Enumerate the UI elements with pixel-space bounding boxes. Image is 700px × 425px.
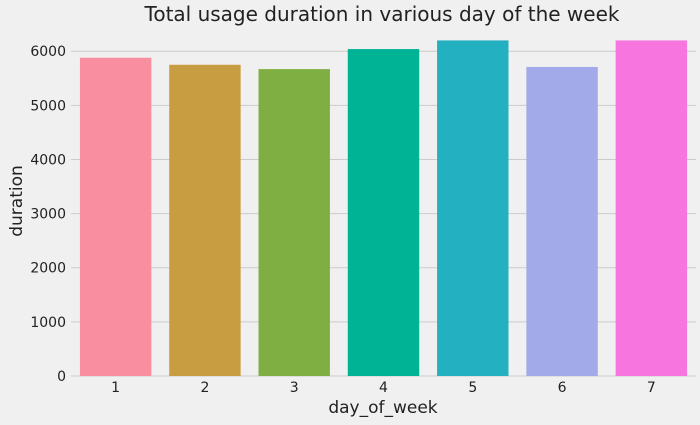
bar-day-6	[526, 66, 598, 376]
y-tick-label: 1000	[30, 315, 66, 331]
x-tick-labels: 1 2 3 4 5 6 7	[111, 380, 656, 396]
y-tick-labels: 0 1000 2000 3000 4000 5000 6000	[30, 44, 66, 385]
x-tick-label: 4	[379, 380, 388, 396]
y-tick-label: 0	[57, 369, 66, 385]
x-tick-label: 7	[647, 380, 656, 396]
y-tick-label: 3000	[30, 207, 66, 223]
x-tick-label: 6	[558, 380, 567, 396]
x-tick-label: 2	[200, 380, 209, 396]
y-axis-label: duration	[7, 165, 27, 237]
bars	[79, 40, 688, 377]
chart-title: Total usage duration in various day of t…	[144, 2, 620, 26]
bar-day-5	[437, 40, 509, 377]
x-axis-label: day_of_week	[328, 398, 437, 418]
y-tick-label: 4000	[30, 152, 66, 168]
bar-day-1	[79, 57, 152, 376]
bar-day-7	[615, 40, 688, 377]
bar-day-2	[169, 64, 241, 377]
bar-day-4	[347, 49, 420, 376]
x-tick-label: 5	[468, 380, 477, 396]
bar-day-3	[258, 69, 330, 376]
x-tick-label: 1	[111, 380, 120, 396]
y-tick-label: 6000	[30, 44, 66, 60]
x-tick-label: 3	[290, 380, 299, 396]
y-tick-label: 5000	[30, 98, 66, 114]
y-tick-label: 2000	[30, 261, 66, 277]
